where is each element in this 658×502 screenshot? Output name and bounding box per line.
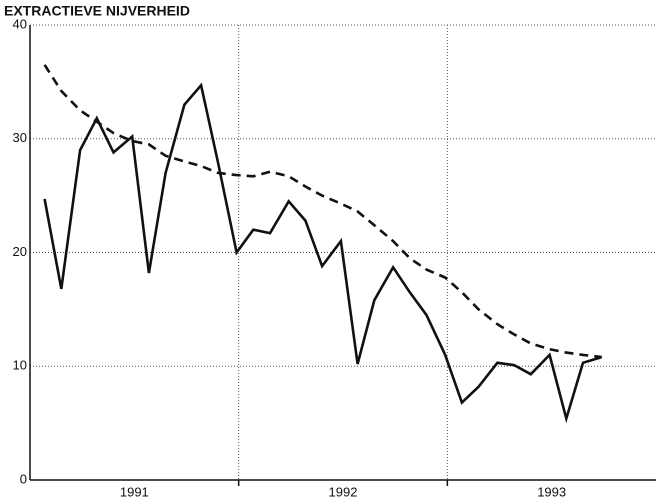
chart-title: EXTRACTIEVE NIJVERHEID <box>4 3 190 19</box>
y-tick-label: 20 <box>13 244 27 259</box>
y-tick-label: 40 <box>13 16 27 31</box>
x-tick-label: 1991 <box>120 484 149 499</box>
y-tick-label: 10 <box>13 358 27 373</box>
y-tick-label: 30 <box>13 130 27 145</box>
series-line <box>43 64 602 359</box>
x-tick-label: 1993 <box>537 484 566 499</box>
y-tick-label: 0 <box>20 471 27 486</box>
x-tick-label: 1992 <box>329 484 358 499</box>
series-line <box>43 82 603 424</box>
